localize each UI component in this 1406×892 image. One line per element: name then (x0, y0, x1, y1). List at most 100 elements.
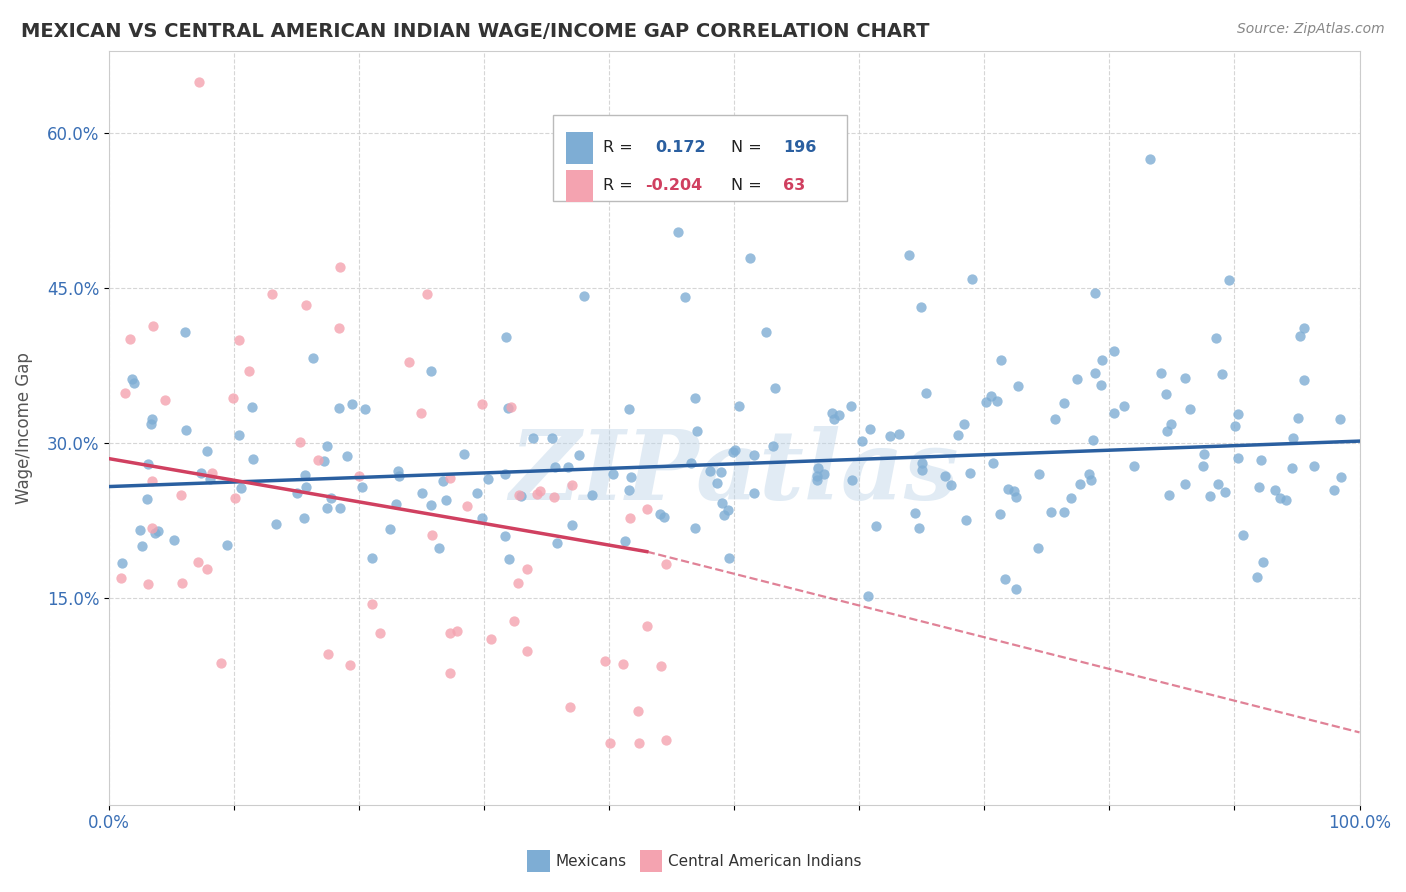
Point (471, 511, 494, 525)
Point (295, 298, 318, 312)
Point (288, 434, 311, 449)
Point (1211, 367, 1233, 381)
Point (1084, 286, 1107, 301)
Point (1090, 378, 1112, 392)
Point (347, 469, 370, 483)
Point (1104, 406, 1126, 420)
Point (953, 417, 976, 432)
Point (516, 562, 538, 576)
Point (294, 467, 316, 482)
Point (224, 491, 246, 505)
Point (502, 615, 524, 629)
Point (1199, 489, 1222, 503)
Point (1080, 473, 1102, 487)
Point (561, 517, 583, 532)
Point (522, 431, 544, 445)
Point (619, 401, 641, 416)
Point (717, 503, 740, 517)
Point (209, 657, 232, 671)
Text: Central American Indians: Central American Indians (668, 855, 862, 869)
Point (174, 325, 197, 339)
Point (1174, 477, 1197, 491)
Point (217, 538, 239, 552)
Bar (553, 115, 846, 202)
Point (1329, 412, 1351, 426)
Point (1226, 450, 1249, 465)
Point (340, 397, 363, 411)
Point (360, 597, 382, 611)
Point (1091, 352, 1114, 367)
Point (821, 406, 844, 420)
Point (859, 422, 882, 436)
Point (627, 736, 650, 750)
Point (1303, 458, 1326, 473)
Point (1028, 467, 1050, 482)
Text: R =: R = (603, 140, 638, 155)
Point (1160, 417, 1182, 431)
Point (495, 330, 517, 344)
Point (981, 456, 1004, 470)
Point (1154, 387, 1177, 401)
Point (911, 463, 934, 477)
Point (683, 392, 706, 406)
Point (439, 471, 461, 485)
Point (229, 481, 252, 495)
Point (557, 459, 579, 474)
Point (307, 453, 329, 467)
Point (195, 444, 218, 458)
Point (655, 733, 678, 747)
Point (934, 469, 956, 483)
Point (509, 489, 531, 503)
Point (1192, 459, 1215, 474)
Point (865, 518, 887, 533)
Point (465, 486, 488, 500)
Point (1157, 488, 1180, 502)
Point (1205, 331, 1227, 345)
Point (292, 511, 315, 525)
Point (378, 522, 401, 536)
Text: ZIPatlas: ZIPatlas (509, 425, 959, 520)
Point (419, 364, 441, 378)
Point (409, 406, 432, 420)
Point (713, 508, 735, 522)
Point (526, 486, 548, 500)
Point (858, 589, 880, 603)
Point (723, 443, 745, 458)
Point (312, 454, 335, 468)
Point (316, 501, 339, 516)
Point (329, 500, 352, 515)
Point (260, 287, 283, 301)
Point (626, 704, 648, 718)
Point (328, 321, 350, 335)
Point (543, 490, 565, 504)
Point (1264, 483, 1286, 497)
Point (887, 426, 910, 441)
Point (508, 488, 530, 502)
Point (1330, 470, 1353, 484)
Point (142, 318, 165, 333)
Point (1208, 477, 1230, 491)
Point (439, 626, 461, 640)
Point (879, 429, 901, 443)
Bar (565, 132, 593, 163)
Point (959, 466, 981, 480)
Point (593, 654, 616, 668)
Point (222, 391, 245, 405)
Point (420, 528, 443, 542)
Point (1077, 467, 1099, 481)
Point (1007, 379, 1029, 393)
Point (1005, 582, 1028, 596)
Point (807, 460, 830, 475)
Point (494, 529, 516, 543)
Point (1156, 424, 1178, 438)
Point (1251, 555, 1274, 569)
Y-axis label: Wage/Income Gap: Wage/Income Gap (15, 351, 32, 504)
Point (568, 448, 591, 462)
Point (806, 469, 828, 483)
Point (620, 470, 643, 484)
Point (939, 477, 962, 491)
Point (1246, 570, 1268, 584)
Point (1218, 273, 1240, 287)
Point (1123, 459, 1146, 474)
Point (699, 464, 721, 478)
